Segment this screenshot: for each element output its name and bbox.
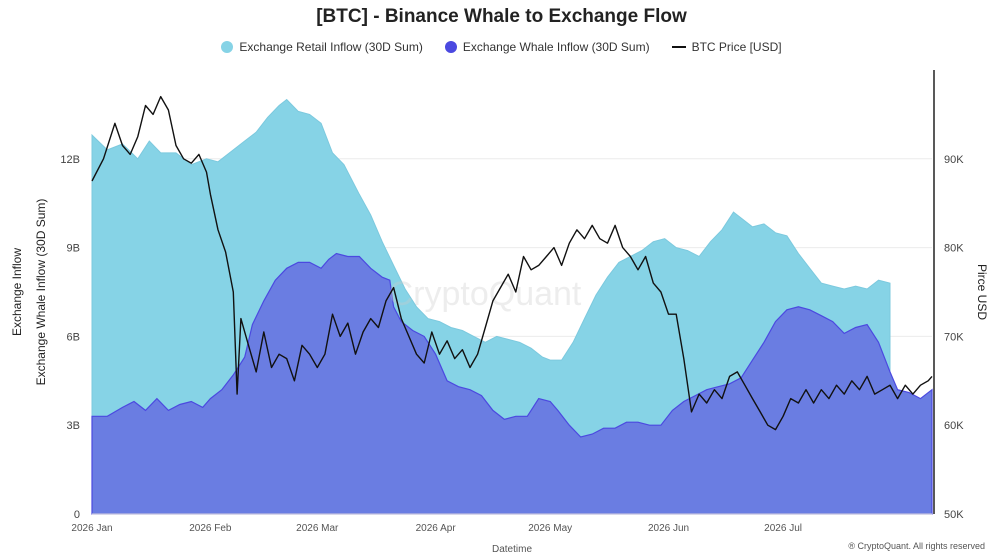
y-right-axis-title: Pirce USD	[975, 264, 989, 320]
chart-title: [BTC] - Binance Whale to Exchange Flow	[316, 6, 687, 27]
legend-swatch-price	[671, 46, 686, 48]
x-tick-label: 2026 Feb	[189, 523, 232, 534]
x-tick-label: 2026 Jul	[764, 523, 802, 534]
legend-item-whale-inflow[interactable]: Exchange Whale Inflow (30D Sum)	[444, 40, 650, 54]
legend-item-retail-inflow[interactable]: Exchange Retail Inflow (30D Sum)	[221, 40, 423, 54]
copyright-footer: ® CryptoQuant. All rights reserved	[848, 541, 985, 551]
y-right-tick-label: 50K	[944, 509, 964, 521]
y-left-tick-label: 6B	[67, 331, 80, 343]
y-left-tick-label: 12B	[60, 154, 80, 166]
watermark-text: CryptoQuant	[389, 275, 582, 313]
legend-label-retail: Exchange Retail Inflow (30D Sum)	[239, 40, 423, 54]
y-left-tick-label: 3B	[67, 420, 80, 432]
x-tick-label: 2026 Apr	[416, 523, 457, 534]
legend-label-whale: Exchange Whale Inflow (30D Sum)	[462, 40, 650, 54]
x-tick-label: 2026 May	[528, 523, 572, 534]
legend-item-btc-price[interactable]: BTC Price [USD]	[671, 40, 782, 54]
y-left-axis-title-2: Exchange Whale Inflow (30D Sum)	[34, 199, 48, 386]
x-tick-label: 2026 Jan	[71, 523, 112, 534]
legend-swatch-whale	[444, 41, 457, 53]
y-left-axis-title-1: Exchange Inflow	[10, 248, 24, 336]
x-tick-label: 2026 Jun	[648, 523, 689, 534]
series-btc-price-line	[91, 95, 933, 431]
chart-legend: Exchange Retail Inflow (30D Sum) Exchang…	[0, 40, 1003, 54]
legend-label-price: BTC Price [USD]	[691, 40, 782, 54]
y-right-tick-label: 60K	[944, 420, 964, 432]
x-axis-title: Datetime	[492, 544, 532, 555]
y-right-tick-label: 80K	[944, 243, 964, 255]
y-right-tick-label: 70K	[944, 331, 964, 343]
x-tick-label: 2026 Mar	[296, 523, 339, 534]
legend-swatch-retail	[221, 41, 234, 53]
y-left-tick-label: 9B	[67, 243, 80, 255]
series-whale-inflow-area	[91, 252, 933, 515]
y-left-tick-label: 0	[74, 509, 80, 521]
y-right-tick-label: 90K	[944, 154, 964, 166]
